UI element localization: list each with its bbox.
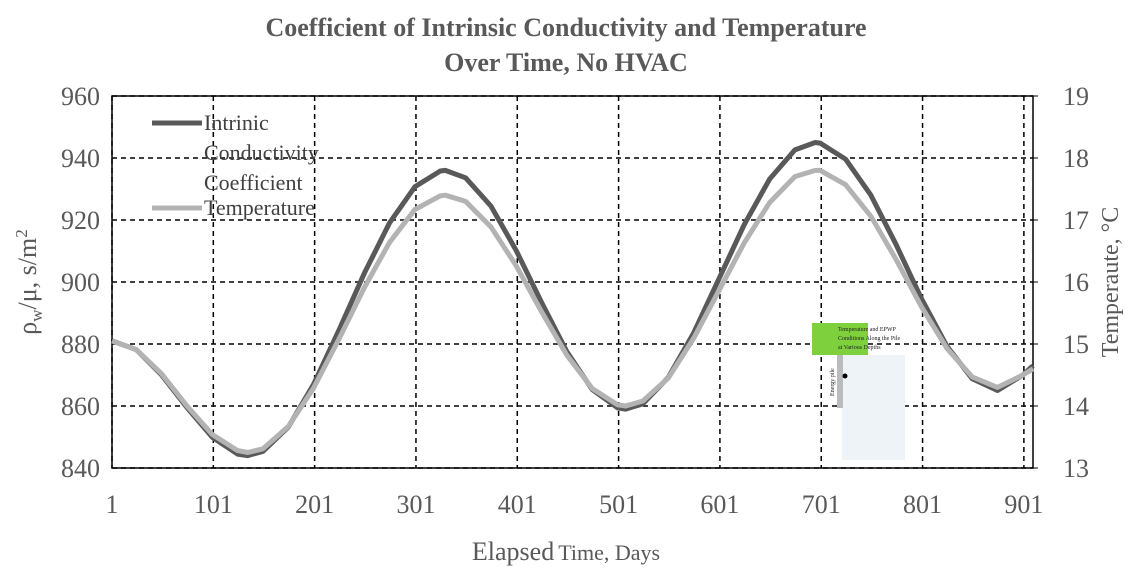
inset-title: Conditions Along the Pile [838, 336, 901, 342]
inset-title: Temperature and EPWP [838, 327, 897, 333]
y2-tick-label: 17 [1063, 206, 1089, 235]
plot-area: 840 860 880 900 920 940 960 13 14 15 16 17 18 19 1 101 2… [61, 82, 1089, 519]
inset-image: Temperature and EPWP Conditions Along th… [812, 323, 905, 460]
inset-field [842, 355, 905, 460]
y2-tick-label: 19 [1063, 82, 1089, 111]
y2-tick-label: 18 [1063, 144, 1089, 173]
series-line [111, 167, 1035, 455]
y-axis-label-part: 2 [12, 229, 31, 238]
y2-tick-label: 14 [1063, 392, 1089, 421]
inset-dot [842, 373, 848, 379]
y-tick-label: 860 [61, 392, 100, 421]
y-axis-label: ρw/μ, s/m2 [12, 229, 46, 335]
x-axis-label: Elapsed Time, Days [472, 537, 660, 566]
y-tick-label: 940 [61, 144, 100, 173]
y2-tick-label: 15 [1063, 330, 1089, 359]
inset-header [812, 323, 868, 355]
x-tick-label: 201 [295, 490, 334, 519]
y2-tick-label: 13 [1063, 454, 1089, 483]
x-tick-label: 301 [396, 490, 435, 519]
inset-pile-label: Energy pile [830, 368, 836, 396]
x-axis-label-part: Elapsed [472, 537, 554, 566]
inset-title: at Various Depths [838, 345, 881, 351]
x-tick-label: 401 [498, 490, 537, 519]
plot-border [111, 95, 1034, 469]
inset-pile [837, 355, 843, 408]
chart-title: Coefficient of Intrinsic Conductivity an… [265, 13, 866, 42]
x-tick-label: 901 [1004, 490, 1043, 519]
y-axis-label-part: ρ [13, 322, 42, 335]
legend-label: Temperature [204, 195, 315, 220]
legend-label: Intrinic Conductivity Coefficient [204, 110, 319, 195]
y-tick-label: 900 [61, 268, 100, 297]
y-tick-label: 840 [61, 454, 100, 483]
y-tick-label: 960 [61, 82, 100, 111]
x-tick-label: 501 [599, 490, 638, 519]
y2-tick-label: 16 [1063, 268, 1089, 297]
chart-title: Over Time, No HVAC [444, 48, 688, 77]
y-tick-label: 880 [61, 330, 100, 359]
x-tick-label: 101 [194, 490, 233, 519]
x-axis-label-part: Time, Days [558, 540, 660, 565]
y-axis-label-part: w [27, 309, 46, 322]
x-tick-label: 801 [903, 490, 942, 519]
x-tick-label: 601 [700, 490, 739, 519]
x-tick-label: 1 [106, 490, 119, 519]
y-axis-label-part: /μ, s/m [13, 238, 42, 310]
y2-axis-label: Temperaute, °C [1098, 207, 1124, 358]
y-tick-label: 920 [61, 206, 100, 235]
x-tick-label: 701 [802, 490, 841, 519]
